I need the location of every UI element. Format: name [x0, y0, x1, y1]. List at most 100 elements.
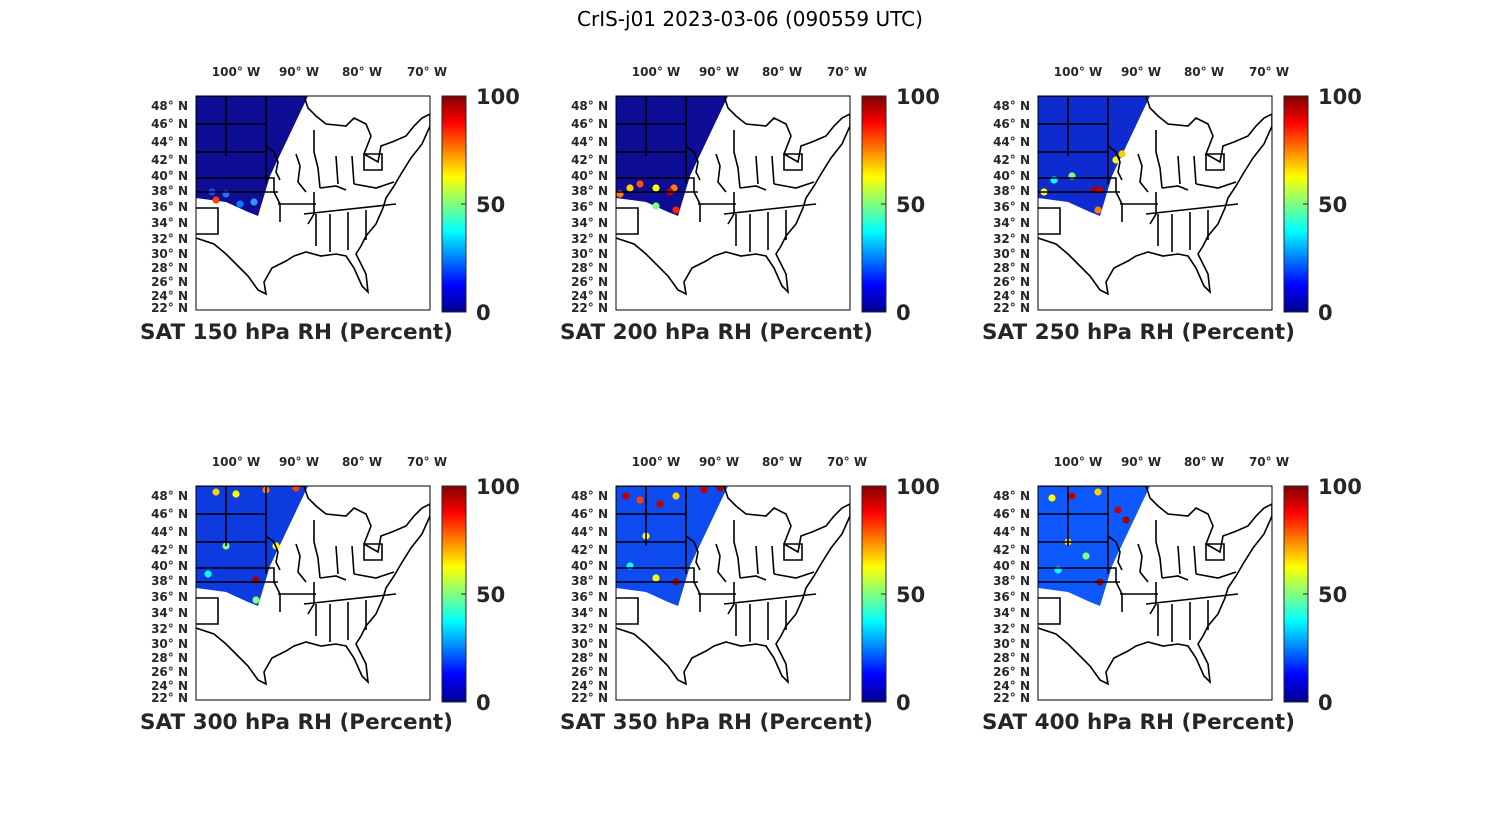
state-border [739, 185, 767, 191]
state-border [783, 153, 803, 171]
state-border [313, 130, 321, 189]
colorbar-label: 0 [896, 691, 911, 715]
rh-observation-point [1094, 488, 1102, 496]
coastline [1038, 96, 1272, 296]
colorbar-label: 0 [476, 691, 491, 715]
lat-tick-label: 48° N [571, 489, 608, 503]
map-content [1038, 96, 1272, 296]
map-axes [1037, 485, 1273, 701]
map-axes [1037, 95, 1273, 311]
rh-observation-point [236, 200, 244, 208]
map-figure: 100° W 90° W 80° W 70° W 48° N 46° N 44° N 42° … [151, 455, 520, 715]
colorbar-label: 100 [896, 85, 940, 109]
lat-tick-label: 34° N [993, 606, 1030, 620]
state-border [363, 543, 383, 561]
state-border [1137, 153, 1149, 193]
lat-tick-label: 36° N [571, 200, 608, 214]
state-border [1193, 155, 1197, 185]
colorbar-label: 50 [1318, 193, 1347, 217]
map-content [616, 96, 850, 296]
rh-observation-point [626, 184, 634, 192]
rh-observation-point [1048, 494, 1056, 502]
lat-tick-label: 32° N [151, 622, 188, 636]
state-border [1038, 567, 1123, 595]
state-border [616, 597, 639, 625]
state-border [1155, 130, 1163, 189]
lat-tick-label: 28° N [993, 651, 1030, 665]
lat-tick-label: 24° N [993, 679, 1030, 693]
lat-tick-label: 46° N [993, 117, 1030, 131]
state-border [1038, 597, 1061, 625]
lon-tick-label: 90° W [699, 455, 739, 469]
panel-label: SAT 300 hPa RH (Percent) [140, 710, 453, 735]
map-figure: 100° W 90° W 80° W 70° W 48° N 46° N 44° N 42° … [993, 65, 1362, 325]
state-border [1145, 203, 1239, 215]
rh-observation-point [204, 570, 212, 578]
state-border [303, 593, 397, 605]
lat-tick-label: 34° N [571, 606, 608, 620]
colorbar-label: 50 [476, 583, 505, 607]
rh-observation-point [636, 496, 644, 504]
rh-swath [196, 486, 308, 606]
map-panel-250hpa: 100° W 90° W 80° W 70° W 48° N 46° N 44° N 42° … [982, 62, 1386, 362]
lon-tick-label: 70° W [1249, 455, 1289, 469]
state-border [733, 130, 741, 189]
lat-tick-label: 24° N [993, 289, 1030, 303]
lat-tick-label: 44° N [571, 525, 608, 539]
lat-tick-label: 36° N [151, 590, 188, 604]
map-axes [615, 485, 851, 701]
rh-observation-point [232, 490, 240, 498]
state-border [295, 543, 307, 583]
colorbar-label: 100 [476, 85, 520, 109]
lon-tick-label: 90° W [1121, 455, 1161, 469]
lat-tick-label: 48° N [993, 99, 1030, 113]
rh-observation-point [656, 500, 664, 508]
state-border [783, 543, 803, 561]
colorbar-label: 100 [476, 475, 520, 499]
rh-observation-point [1082, 552, 1090, 560]
map-axes [615, 95, 851, 311]
map-figure: 100° W 90° W 80° W 70° W 48° N 46° N 44° N 42° … [151, 65, 520, 325]
panel-label: SAT 350 hPa RH (Percent) [560, 710, 873, 735]
lat-tick-label: 48° N [993, 489, 1030, 503]
state-border [1145, 593, 1239, 605]
lon-tick-label: 80° W [762, 65, 802, 79]
state-border [335, 545, 339, 575]
map-panel-200hpa: 100° W 90° W 80° W 70° W 48° N 46° N 44° N 42° … [560, 62, 964, 362]
map-figure: 100° W 90° W 80° W 70° W 48° N 46° N 44° N 42° … [571, 65, 940, 325]
colorbar-label: 50 [896, 583, 925, 607]
lon-tick-label: 70° W [1249, 65, 1289, 79]
lat-tick-label: 40° N [993, 559, 1030, 573]
rh-swath [616, 96, 728, 216]
rh-observation-point [1068, 492, 1076, 500]
state-border [363, 153, 383, 171]
map-content [1038, 486, 1272, 686]
lat-tick-label: 46° N [151, 117, 188, 131]
state-border [616, 567, 701, 595]
figure-title: CrIS-j01 2023-03-06 (090559 UTC) [577, 7, 923, 31]
state-border [295, 153, 307, 193]
map-frame [195, 95, 431, 311]
state-border [1205, 543, 1225, 561]
map-frame [1037, 485, 1273, 701]
state-border [1038, 207, 1061, 235]
lat-tick-label: 30° N [571, 637, 608, 651]
coastline [616, 486, 850, 686]
state-border [307, 192, 315, 225]
map-frame [615, 95, 851, 311]
state-border [1161, 185, 1189, 191]
state-border [353, 571, 395, 579]
lon-tick-label: 80° W [1184, 65, 1224, 79]
lon-tick-label: 90° W [699, 65, 739, 79]
lat-tick-label: 44° N [993, 525, 1030, 539]
lat-tick-label: 28° N [571, 651, 608, 665]
state-border [685, 145, 701, 181]
state-border [771, 545, 775, 575]
state-border [196, 177, 281, 205]
lat-tick-label: 42° N [571, 543, 608, 557]
rh-observation-point [636, 180, 644, 188]
lat-tick-label: 30° N [993, 637, 1030, 651]
state-border [755, 155, 759, 185]
state-border [1195, 181, 1237, 189]
map-axes [195, 95, 431, 311]
